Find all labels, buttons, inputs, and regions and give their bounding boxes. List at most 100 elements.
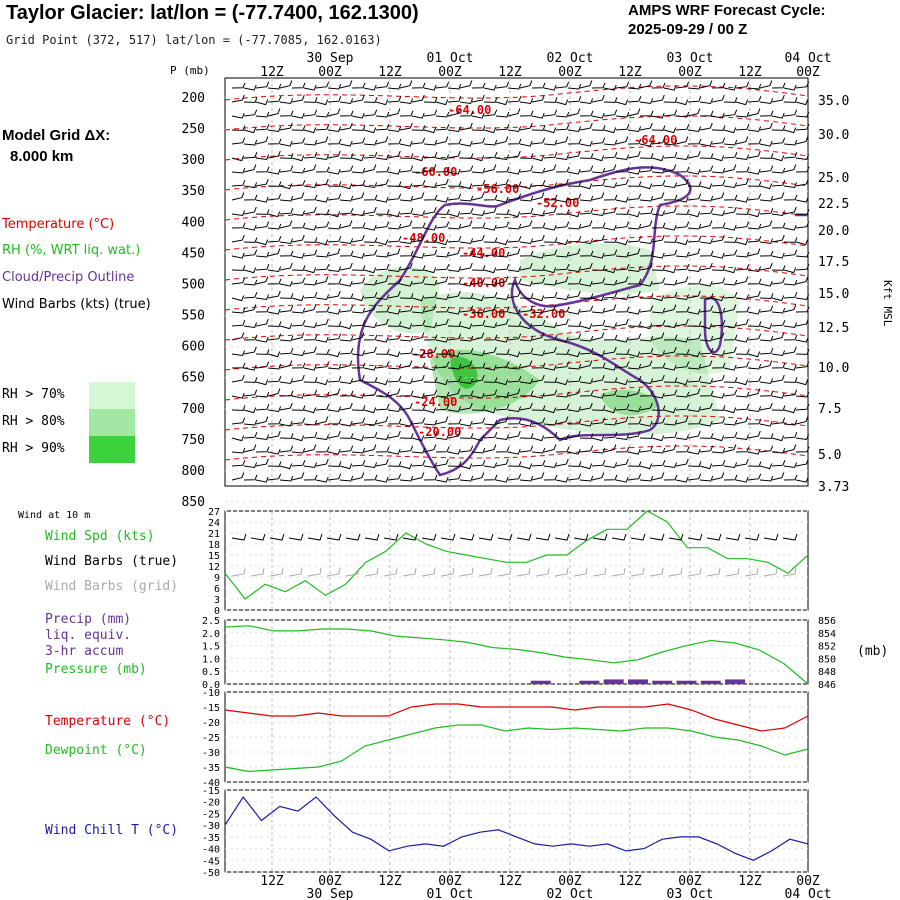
wind-barb-63: [411, 94, 425, 103]
bottom-time-tick-8: 12Z: [738, 874, 762, 889]
wind-barb-1043: [651, 374, 665, 383]
wind-barb-410: [543, 194, 558, 201]
wind-barb-342: [303, 182, 318, 189]
top-time-tick-1: 00Z: [318, 65, 342, 80]
wind-barb-764: [759, 293, 774, 299]
wind-barb-885: [483, 334, 498, 341]
wind-tick-4: 15: [208, 551, 220, 562]
windchill-line: [224, 795, 809, 861]
wind-barb-1291: [747, 448, 761, 455]
wind-barb-395: [363, 194, 378, 201]
wind-barb-619: [747, 248, 761, 257]
wind-barb-1016: [327, 376, 342, 383]
wind-barb-1242: [735, 434, 750, 441]
wind-barb-672: [231, 277, 246, 285]
wind-barb-1367: [507, 473, 522, 481]
wind-barb-1266: [447, 448, 461, 455]
wind-barb-777: [339, 305, 354, 313]
wind-barb-836: [471, 320, 486, 327]
wind-barb-417: [627, 193, 642, 201]
legend-wind-barbs: Wind Barbs (kts) (true): [2, 297, 151, 312]
wind-barb-276: [663, 152, 678, 159]
wind-barb-1223: [507, 430, 521, 439]
wind-barb-412: [567, 193, 582, 201]
wind-barb-863: [795, 318, 809, 327]
wind-barb-1077: [483, 389, 498, 397]
wind-barb-769: [243, 304, 257, 313]
wind-barb-946: [639, 348, 654, 355]
wind-barb-458: [543, 206, 557, 215]
wind-barb-947: [651, 350, 666, 357]
wind-barb-334: [783, 164, 797, 173]
wind-barb-970: [351, 362, 366, 369]
wind-barb-1137: [627, 406, 642, 413]
wind-barb-706: [639, 280, 653, 287]
wind-barb-1124: [471, 405, 486, 411]
wind-barb-139: [747, 108, 761, 117]
wind-barb-144: [231, 125, 246, 131]
wind-barb-939: [555, 349, 570, 355]
bottom-time-tick-1: 00Z: [318, 874, 342, 889]
wind-barb-748: [567, 290, 581, 299]
wind-barb-362: [543, 182, 558, 189]
wind-barb-6: [303, 84, 317, 91]
wind-barb-1311: [411, 460, 426, 467]
wind-barb-594: [447, 248, 461, 257]
wind-barb-884: [471, 332, 485, 341]
wind-barb-725: [291, 295, 305, 302]
wind-barb-1012: [279, 378, 294, 385]
height-tick-5: 17.5: [818, 255, 849, 270]
wind-barb-935: [507, 351, 521, 358]
wind-barb-687: [411, 277, 426, 285]
wind-barb-1029: [483, 377, 498, 383]
wind-barb-1146: [735, 404, 750, 411]
wind-barb-1062: [303, 389, 318, 397]
wind-barb-201: [339, 140, 353, 147]
wind-barb-966: [303, 364, 317, 371]
wind-barb-18: [447, 83, 462, 90]
wind-barb-1096: [711, 392, 725, 399]
wind-barb-90: [735, 99, 749, 106]
wind-barb-571: [747, 236, 762, 243]
wind-barb-968: [327, 363, 342, 370]
wind-barb-156: [375, 124, 390, 131]
wind-barb-502: [495, 221, 510, 229]
wind-barb-1366: [495, 476, 509, 483]
wind-barb-847: [603, 322, 618, 329]
pressure-tick-450: 450: [182, 246, 205, 261]
wind-barb-77: [579, 98, 594, 105]
sfc-barb-true-25: [706, 533, 722, 541]
wind-barb-829: [387, 321, 402, 327]
wind-barb-249: [339, 153, 354, 159]
wind-barb-684: [375, 276, 389, 285]
temp-tick-2: -20: [202, 718, 220, 729]
legend-wind-speed: Wind Spd (kts): [45, 529, 155, 544]
wind-barb-406: [495, 196, 509, 203]
wind-barb-905: [723, 334, 738, 341]
wind-barb-431: [795, 196, 809, 203]
precip-bar-17: [627, 679, 648, 684]
wind-barb-86: [687, 96, 702, 103]
sfc-barb-grid-10: [421, 567, 436, 577]
wind-barb-610: [639, 250, 654, 257]
wind-barb-1271: [507, 448, 521, 455]
wind-barb-1297: [243, 462, 258, 469]
sfc-barb-true-1: [250, 533, 266, 541]
wind-barb-771: [267, 308, 281, 315]
wind-barb-1156: [279, 420, 293, 427]
wind-barb-243: [267, 150, 281, 159]
wind-barb-1234: [639, 433, 654, 439]
wind-barb-509: [579, 220, 593, 229]
wind-barb-774: [303, 304, 317, 313]
wind-barb-521: [723, 224, 737, 231]
precip-tick-4: 0.5: [202, 667, 220, 678]
sfc-barb-true-20: [611, 533, 627, 541]
wind-barb-553: [531, 234, 545, 243]
wind-barb-929: [435, 349, 450, 355]
wind-barb-659: [651, 265, 666, 271]
wind-barb-460: [567, 211, 581, 218]
wind-barb-1135: [603, 407, 617, 414]
wind-barb-359: [507, 181, 522, 187]
wind-barb-969: [339, 360, 353, 369]
wind-barb-1017: [339, 378, 354, 385]
